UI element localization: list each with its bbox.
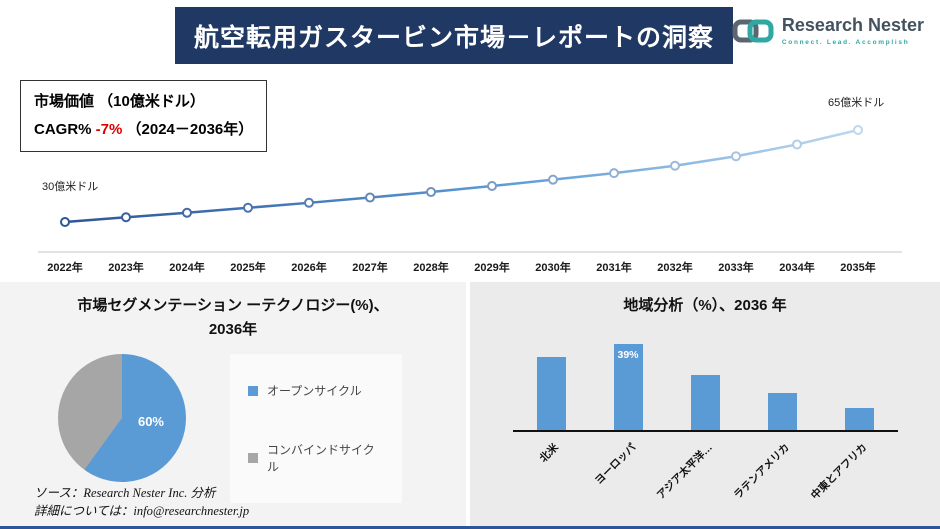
logo-name: Research Nester [781, 15, 924, 36]
pie-row: 60% オープンサイクルコンバインドサイクル [0, 354, 466, 503]
line-marker [609, 168, 619, 179]
x-axis-label: 2024年 [169, 260, 204, 274]
header: 航空転用ガスタービン市場－レポートの洞察 Research Nester Con… [0, 0, 940, 70]
bar-label-slot: 中東とアフリカ [808, 432, 898, 502]
cagr-prefix: CAGR% [34, 120, 96, 138]
end-value-annotation: 65億米ドル [828, 97, 885, 109]
legend-item: オープンサイクル [248, 382, 384, 399]
bar [536, 357, 566, 430]
x-axis-label: 2035年 [840, 260, 875, 274]
x-axis-label: 2023年 [108, 260, 143, 274]
line-marker [670, 160, 680, 171]
bar-panel-title: 地域分析（%）、2036 年 [623, 297, 787, 314]
bar: 39% [613, 344, 643, 430]
line-marker [60, 217, 70, 227]
cagr-label: CAGR% -7% （2024－2036年） [34, 116, 253, 144]
line-marker [243, 202, 253, 213]
pie-chart: 60% [58, 354, 186, 482]
line-marker [365, 192, 375, 203]
bar-category-label: 北米 [537, 441, 561, 465]
bar-chart: 39% 北米 ヨーロッパ アジア太平洋… ラテンアメリカ 中東とアフリカ [512, 342, 898, 502]
pie-panel-title: 市場セグメンテーション ーテクノロジー(%)、 2036年 [0, 294, 466, 342]
x-axis-label: 2022年 [47, 260, 82, 274]
line-marker [426, 187, 436, 198]
legend-swatch [248, 385, 258, 396]
bars-row: 39% [512, 342, 898, 432]
x-axis-label: 2025年 [230, 260, 265, 274]
market-value-line-chart-section: 市場価値 （10億米ドル） CAGR% -7% （2024－2036年） 30億… [0, 70, 940, 282]
title-banner: 航空転用ガスタービン市場－レポートの洞察 [175, 7, 733, 64]
line-marker [182, 207, 192, 218]
line-marker [792, 139, 802, 150]
trend-line [64, 128, 859, 224]
market-value-info-box: 市場価値 （10億米ドル） CAGR% -7% （2024－2036年） [20, 80, 268, 152]
research-nester-logo: Research Nester Connect. Lead. Accomplis… [732, 15, 924, 47]
bar [767, 393, 797, 430]
line-marker [853, 125, 863, 135]
bar-axis-labels: 北米 ヨーロッパ アジア太平洋… ラテンアメリカ 中東とアフリカ [513, 432, 898, 502]
x-axis-label: 2034年 [779, 260, 814, 274]
legend-item: コンバインドサイクル [248, 441, 384, 475]
market-value-label: 市場価値 （10億米ドル） [34, 93, 205, 110]
line-marker [731, 151, 741, 162]
x-axis-label: 2029年 [474, 260, 509, 274]
bar [690, 375, 720, 430]
segmentation-pie-panel: 市場セグメンテーション ーテクノロジー(%)、 2036年 60% オープンサイ… [0, 282, 466, 526]
page-title: 航空転用ガスタービン市場－レポートの洞察 [193, 23, 714, 52]
bar [844, 408, 874, 430]
logo-text-block: Research Nester Connect. Lead. Accomplis… [781, 15, 924, 46]
details-line: 詳細については：info@researchnester.jp [34, 504, 250, 519]
x-axis-label: 2027年 [352, 260, 387, 274]
pie-slice-label: 60% [137, 414, 164, 429]
pie-title-line1: 市場セグメンテーション ーテクノロジー(%)、 [77, 297, 389, 314]
logo-tagline: Connect. Lead. Accomplish [781, 38, 910, 46]
x-axis-label: 2028年 [413, 260, 448, 274]
bar-label-slot: 北米 [513, 432, 590, 502]
bar-value-label: 39% [617, 349, 639, 361]
x-axis-label: 2031年 [596, 260, 631, 274]
x-axis-label: 2030年 [535, 260, 570, 274]
cagr-years: （2024－2036年） [122, 120, 254, 138]
bar-category-label: ヨーロッパ [592, 441, 638, 488]
source-line: ソース：Research Nester Inc. 分析 [34, 485, 216, 500]
x-axis-label: 2026年 [291, 260, 326, 274]
legend-label: コンバインドサイクル [267, 443, 375, 474]
pie-title-line2: 2036年 [208, 321, 258, 338]
chain-link-logo-icon [732, 19, 774, 43]
line-marker [548, 174, 558, 185]
x-axis-label: 2033年 [718, 260, 753, 274]
source-note: ソース：Research Nester Inc. 分析 詳細については：info… [34, 484, 249, 522]
regional-analysis-panel: 地域分析（%）、2036 年 39% 北米 ヨーロッパ アジア太平洋… ラテンアメリカ… [470, 282, 940, 526]
start-value-annotation: 30億米ドル [42, 181, 99, 193]
line-marker [487, 180, 497, 191]
legend-label: オープンサイクル [267, 384, 362, 398]
cagr-value: -7% [95, 120, 123, 138]
legend-swatch [248, 453, 258, 463]
line-marker [121, 212, 131, 223]
pie-legend: オープンサイクルコンバインドサイクル [230, 354, 402, 503]
bottom-panels: 市場セグメンテーション ーテクノロジー(%)、 2036年 60% オープンサイ… [0, 282, 940, 526]
line-chart: 2022年 2023年 2024年 2025年 2026年 2027年 2028年 2029年… [38, 125, 902, 274]
line-marker [304, 197, 314, 208]
x-axis-label: 2032年 [657, 260, 692, 274]
